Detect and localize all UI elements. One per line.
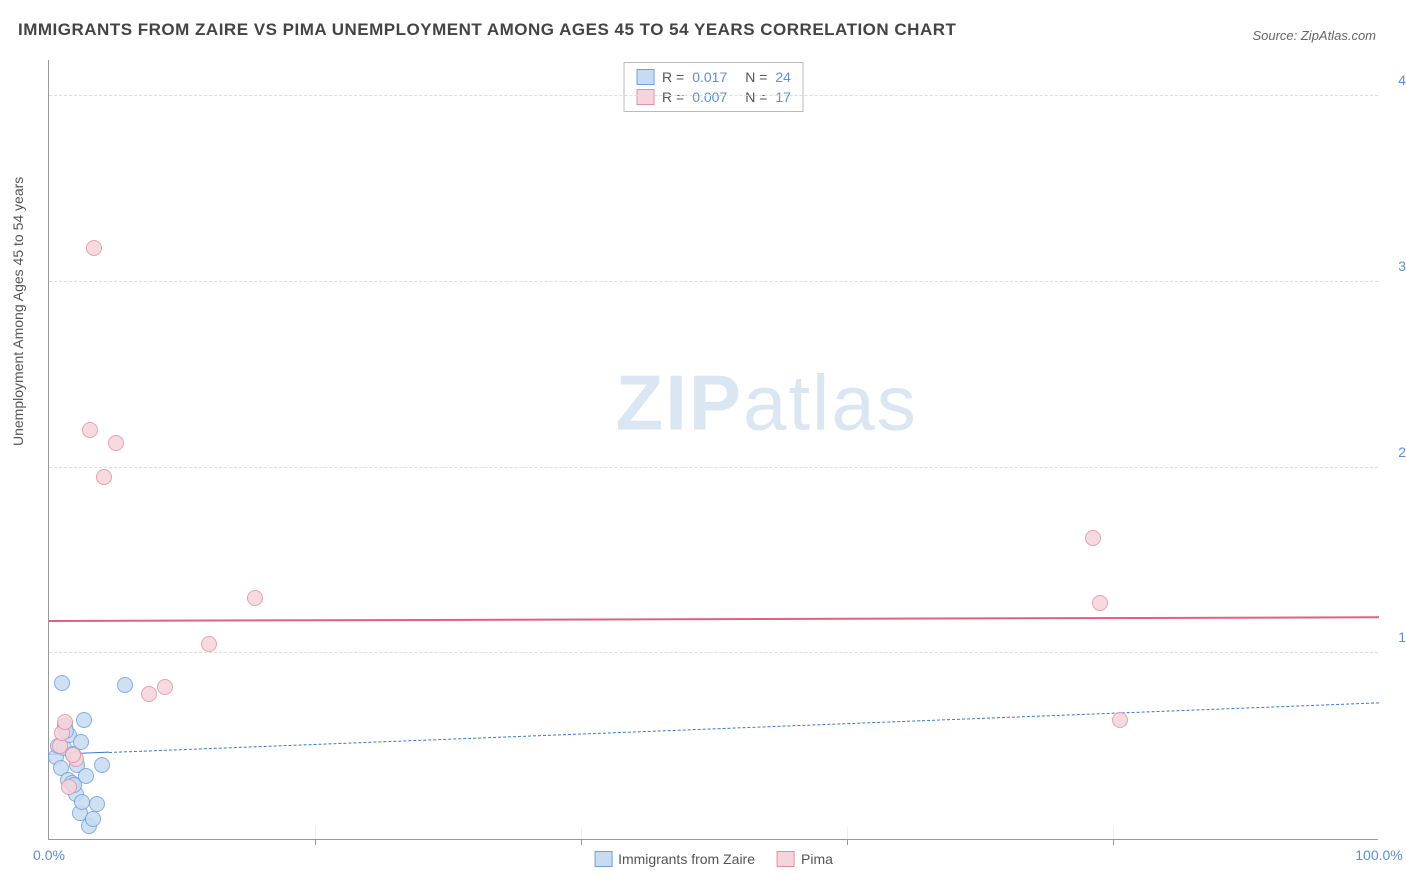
x-tick-label: 100.0%	[1355, 847, 1402, 863]
data-point	[108, 435, 124, 451]
series-legend: Immigrants from Zaire Pima	[594, 851, 833, 867]
data-point	[65, 747, 81, 763]
data-point	[247, 590, 263, 606]
gridline-h	[49, 652, 1378, 653]
trend-line	[49, 616, 1379, 622]
data-point	[201, 636, 217, 652]
gridline-h	[49, 467, 1378, 468]
data-point	[141, 686, 157, 702]
data-point	[61, 779, 77, 795]
gridline-v	[581, 827, 582, 839]
y-tick-label: 10.0%	[1383, 629, 1406, 645]
data-point	[74, 794, 90, 810]
legend-item: Pima	[777, 851, 833, 867]
gridline-h	[49, 95, 1378, 96]
y-tick-label: 30.0%	[1383, 258, 1406, 274]
x-tick-label: 0.0%	[33, 847, 65, 863]
trend-line	[109, 702, 1379, 753]
y-tick-label: 40.0%	[1383, 72, 1406, 88]
gridline-v	[1113, 827, 1114, 839]
plot-area: ZIPatlas R =0.017N =24R =0.007N =17 Immi…	[48, 60, 1378, 840]
watermark: ZIPatlas	[616, 357, 918, 448]
data-point	[54, 675, 70, 691]
data-point	[96, 469, 112, 485]
data-point	[89, 796, 105, 812]
data-point	[157, 679, 173, 695]
legend-item: Immigrants from Zaire	[594, 851, 755, 867]
correlation-legend: R =0.017N =24R =0.007N =17	[623, 62, 804, 112]
gridline-h	[49, 281, 1378, 282]
legend-row: R =0.017N =24	[636, 67, 791, 87]
y-axis-label: Unemployment Among Ages 45 to 54 years	[10, 177, 26, 446]
data-point	[1085, 530, 1101, 546]
data-point	[85, 811, 101, 827]
legend-row: R =0.007N =17	[636, 87, 791, 107]
data-point	[1092, 595, 1108, 611]
data-point	[1112, 712, 1128, 728]
gridline-v	[847, 827, 848, 839]
chart-title: IMMIGRANTS FROM ZAIRE VS PIMA UNEMPLOYME…	[18, 20, 956, 40]
data-point	[76, 712, 92, 728]
y-tick-label: 20.0%	[1383, 444, 1406, 460]
data-point	[117, 677, 133, 693]
data-point	[82, 422, 98, 438]
gridline-v	[315, 827, 316, 839]
data-point	[94, 757, 110, 773]
data-point	[57, 714, 73, 730]
data-point	[86, 240, 102, 256]
source-attribution: Source: ZipAtlas.com	[1252, 28, 1376, 43]
